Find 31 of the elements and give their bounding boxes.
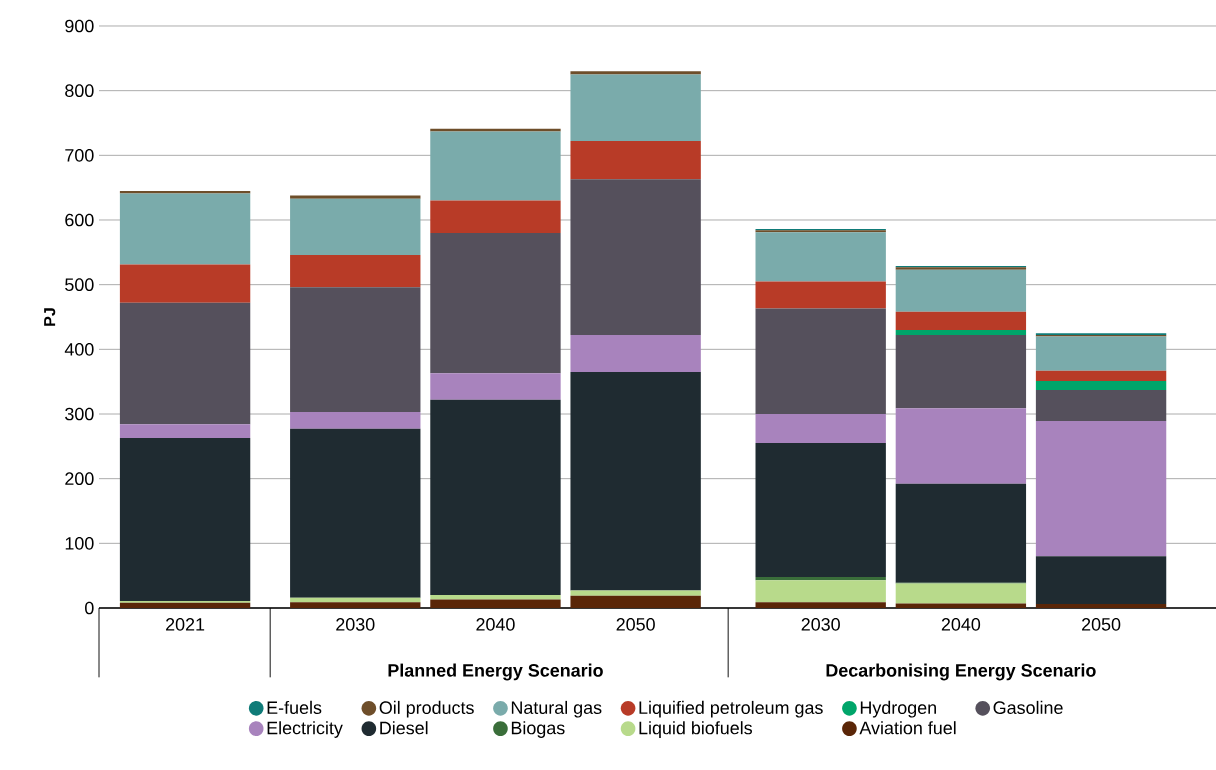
x-tick-label: 2040: [476, 618, 515, 631]
legend-label: Oil products: [379, 700, 474, 718]
legend-label: Hydrogen: [860, 700, 936, 718]
y-tick-label: 600: [65, 213, 94, 227]
y-tick-label: 0: [85, 601, 94, 615]
x-tick-label: 2050: [616, 618, 655, 631]
y-tick-label: 100: [65, 536, 94, 550]
text: Planned Energy Scenario: [388, 663, 603, 681]
y-tick-label: 800: [65, 84, 94, 97]
legend-label: Natural gas: [511, 700, 602, 718]
legend-label: Liquified petroleum gas: [639, 700, 823, 718]
y-tick-label: 700: [65, 148, 94, 162]
x-tick-label: 2030: [801, 618, 840, 631]
legend-label: Diesel: [380, 721, 428, 735]
x-tick-label: 2021: [166, 618, 205, 631]
y-tick-label: 300: [65, 407, 94, 421]
legend-label: Aviation fuel: [859, 721, 956, 735]
x-tick-label: 2040: [941, 618, 981, 631]
y-tick-label: 500: [65, 278, 94, 291]
y-tick-label: 900: [65, 19, 94, 33]
legend-label: Electricity: [267, 721, 343, 738]
legend-label: Liquid biofuels: [639, 721, 752, 738]
y-tick-label: 200: [65, 472, 94, 486]
legend-label: Biogas: [511, 721, 565, 738]
legend-label: E-fuels: [267, 700, 322, 715]
x-tick-label: 2030: [336, 618, 375, 631]
x-tick-label: 2050: [1082, 618, 1121, 631]
legend-label: Gasoline: [993, 700, 1063, 715]
y-axis-title: PJ: [44, 308, 56, 326]
y-tick-label: 400: [64, 342, 94, 356]
text: Decarbonising Energy Scenario: [826, 663, 1096, 681]
